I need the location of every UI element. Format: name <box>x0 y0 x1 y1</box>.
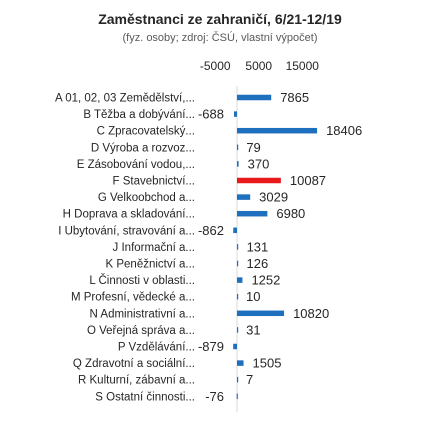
value-label: 1252 <box>251 273 280 288</box>
value-label: 131 <box>247 239 269 254</box>
category-label: O Veřejná správa a... <box>87 325 195 337</box>
value-label: -862 <box>198 223 224 238</box>
bar <box>237 194 251 200</box>
bar <box>233 343 237 350</box>
value-label: 10087 <box>290 173 326 188</box>
value-label: -688 <box>198 107 224 122</box>
category-label: P Vzdělávání... <box>118 342 195 354</box>
category-label: Q Zdravotní a sociální... <box>73 358 195 370</box>
category-label: D Výroba a rozvoz... <box>91 142 195 154</box>
x-tick-label: 15000 <box>286 59 320 73</box>
chart-subtitle: (fyz. osoby; zdroj: ČSÚ, vlastní výpočet… <box>122 31 317 44</box>
value-label: 18406 <box>326 123 362 138</box>
value-label: 1505 <box>253 356 282 371</box>
value-label: 10 <box>246 289 260 304</box>
bar <box>234 111 237 117</box>
bars <box>233 94 318 400</box>
value-label: 79 <box>246 140 260 155</box>
value-label: -879 <box>198 339 224 354</box>
bar <box>237 277 243 283</box>
x-tick-label: -5000 <box>200 59 231 73</box>
category-label: R Kulturní, zábavní a... <box>78 375 195 387</box>
category-labels: A 01, 02, 03 Zemědělství,... B Těžba a do… <box>55 93 195 404</box>
category-label: N Administrativní a... <box>90 308 195 320</box>
category-label: G Velkoobchod a... <box>98 192 195 204</box>
value-label: 10820 <box>293 306 329 321</box>
bar <box>237 94 272 101</box>
value-label: 370 <box>248 156 270 171</box>
category-label: J Informační a... <box>113 242 195 254</box>
bar <box>237 244 239 250</box>
category-label: E Zásobování vodou,... <box>77 159 195 171</box>
bar <box>237 376 239 383</box>
bar <box>237 260 239 267</box>
category-label: S Ostatní činnosti... <box>95 391 195 403</box>
value-label: 31 <box>246 322 260 337</box>
bar <box>237 127 318 134</box>
bar <box>237 161 239 167</box>
category-label: I Ubytování, stravování a... <box>58 225 195 237</box>
bar <box>233 227 237 234</box>
bar <box>237 210 268 217</box>
value-label: 7 <box>246 372 253 387</box>
bar <box>237 293 239 300</box>
bar <box>237 360 244 366</box>
bar <box>237 144 239 151</box>
chart-title: Zaměstnanci ze zahraničí, 6/21-12/19 <box>98 11 342 27</box>
category-label: L Činnosti v oblasti... <box>89 274 195 287</box>
category-label: M Profesní, vědecké a... <box>71 292 195 304</box>
category-label: A 01, 02, 03 Zemědělství,... <box>55 93 195 105</box>
value-label: 3029 <box>259 190 288 205</box>
bar <box>237 310 285 317</box>
bar <box>237 327 239 333</box>
bar <box>237 177 281 184</box>
value-label: 126 <box>247 256 269 271</box>
category-label: F Stavebnictví... <box>113 176 195 188</box>
value-label: -76 <box>205 389 224 404</box>
category-label: B Těžba a dobývání... <box>83 109 195 121</box>
category-label: K Peněžnictví a... <box>106 259 196 271</box>
category-label: C Zpracovatelský... <box>97 126 195 138</box>
x-axis-ticks: -5000 5000 15000 <box>200 59 319 73</box>
category-label: H Doprava a skladování... <box>63 209 195 221</box>
x-tick-label: 5000 <box>245 59 272 73</box>
bar <box>236 393 238 400</box>
value-label: 7865 <box>280 90 309 105</box>
value-label: 6980 <box>276 206 305 221</box>
